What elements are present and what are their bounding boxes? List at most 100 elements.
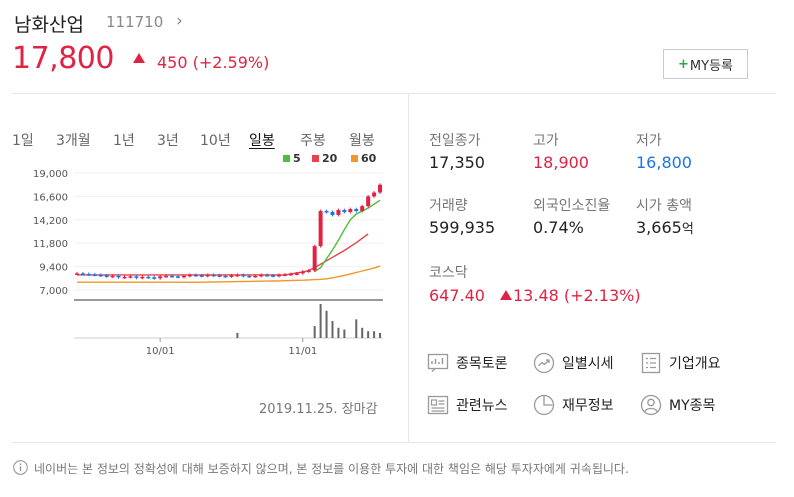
candle-body <box>152 277 157 279</box>
financial-info-link[interactable]: 재무정보 <box>533 394 614 416</box>
my-stocks-label: MY종목 <box>669 398 716 414</box>
ma20-line <box>77 233 369 276</box>
candle-body <box>336 210 341 215</box>
candle-body <box>74 273 79 275</box>
ma20-label: 20 <box>322 152 338 165</box>
tab-1day[interactable]: 1일 <box>12 133 34 149</box>
trend-circle-icon <box>533 352 555 374</box>
candles <box>74 183 383 280</box>
up-triangle-icon <box>500 290 512 300</box>
candle-body <box>205 274 210 277</box>
stock-chart[interactable]: 19,000 16,600 14,200 11,800 9,400 7,000 10/01… <box>0 160 400 360</box>
divider-vertical <box>408 93 409 442</box>
tab-monthly-candle[interactable]: 월봉 <box>349 133 375 149</box>
volume-bar <box>313 326 316 338</box>
tab-3month[interactable]: 3개월 <box>56 133 91 149</box>
user-icon <box>640 394 662 416</box>
tab-3year[interactable]: 3년 <box>157 133 179 149</box>
candle-body <box>330 212 335 215</box>
y-tick-label: 14,200 <box>33 216 68 227</box>
candle-body <box>247 275 252 278</box>
candle-body <box>372 192 377 197</box>
candle-body <box>360 206 365 212</box>
foreign-ratio-label: 외국인소진율 <box>533 198 611 214</box>
y-tick-label: 11,800 <box>33 239 68 250</box>
volume-bar <box>355 319 358 338</box>
market-cap-unit: 억 <box>681 222 694 237</box>
tab-weekly-candle[interactable]: 주봉 <box>300 133 326 149</box>
high-label: 고가 <box>533 133 559 149</box>
chevron-right-icon[interactable]: › <box>176 11 183 31</box>
x-axis-labels: 10/01 11/01 <box>146 338 317 357</box>
candle-body <box>199 275 204 277</box>
volume-label: 거래량 <box>429 198 468 214</box>
divider-bottom <box>12 442 776 443</box>
current-price: 17,800 <box>12 41 114 76</box>
foreign-ratio-value: 0.74% <box>533 218 584 237</box>
market-index-label: 코스닥 <box>429 265 468 281</box>
candle-body <box>134 276 139 278</box>
market-cap-value: 3,665억 <box>636 218 694 237</box>
candle-body <box>146 276 151 279</box>
y-axis-labels: 19,000 16,600 14,200 11,800 9,400 7,000 <box>33 169 68 297</box>
x-tick-label: 10/01 <box>146 346 175 357</box>
ma60-line <box>77 265 381 284</box>
candle-body <box>306 270 311 272</box>
candle-body <box>342 210 347 212</box>
pie-chart-icon <box>533 394 555 416</box>
candle-body <box>122 276 127 279</box>
candle-body <box>175 276 180 278</box>
candle-body <box>187 274 192 277</box>
candle-body <box>140 276 145 279</box>
document-list-icon <box>641 352 661 374</box>
candle-body <box>235 274 240 277</box>
candle-body <box>116 275 121 278</box>
tab-10year[interactable]: 10년 <box>200 133 231 149</box>
candle-body <box>288 273 293 276</box>
y-tick-label: 7,000 <box>39 286 68 297</box>
y-tick-label: 16,600 <box>33 192 68 203</box>
volume-bar <box>343 329 346 338</box>
candle-body <box>378 184 383 193</box>
related-news-label: 관련뉴스 <box>456 398 508 414</box>
candle-body <box>80 273 85 275</box>
candle-body <box>223 275 228 278</box>
chart-date: 2019.11.25. 장마감 <box>259 402 378 417</box>
candle-body <box>271 275 276 277</box>
volume-bar <box>236 332 239 338</box>
discussion-label: 종목토론 <box>456 356 508 372</box>
stock-code[interactable]: 111710 <box>106 13 164 31</box>
market-cap-number: 3,665 <box>636 218 682 237</box>
candle-body <box>253 275 258 278</box>
volume-bar <box>379 332 382 338</box>
daily-price-link[interactable]: 일별시세 <box>533 352 614 374</box>
candle-body <box>170 275 175 278</box>
candle-body <box>241 274 246 277</box>
add-my-stock-button[interactable]: + MY등록 <box>663 49 748 79</box>
y-tick-label: 9,400 <box>39 263 68 274</box>
x-tick-label: 11/01 <box>288 346 317 357</box>
volume-bar <box>367 331 370 338</box>
candle-body <box>98 274 103 277</box>
candle-body <box>265 274 270 277</box>
candle-body <box>217 275 222 277</box>
candle-body <box>193 274 198 277</box>
candle-body <box>294 273 299 275</box>
ma60-swatch <box>351 155 358 162</box>
candle-body <box>282 274 287 276</box>
tab-daily-candle[interactable]: 일봉 <box>249 133 275 149</box>
discussion-link[interactable]: 종목토론 <box>427 352 508 374</box>
plus-icon: + <box>678 56 689 72</box>
candle-body <box>104 275 109 277</box>
volume-bar <box>361 327 364 338</box>
divider-top <box>12 93 776 94</box>
company-overview-link[interactable]: 기업개요 <box>640 352 721 374</box>
related-news-link[interactable]: 관련뉴스 <box>427 394 508 416</box>
my-stocks-link[interactable]: MY종목 <box>640 394 715 416</box>
ma5-swatch <box>283 155 290 162</box>
candle-body <box>181 275 186 278</box>
candle-body <box>277 274 282 277</box>
tab-1year[interactable]: 1년 <box>113 133 135 149</box>
candle-body <box>158 276 163 279</box>
y-tick-label: 19,000 <box>33 169 68 180</box>
